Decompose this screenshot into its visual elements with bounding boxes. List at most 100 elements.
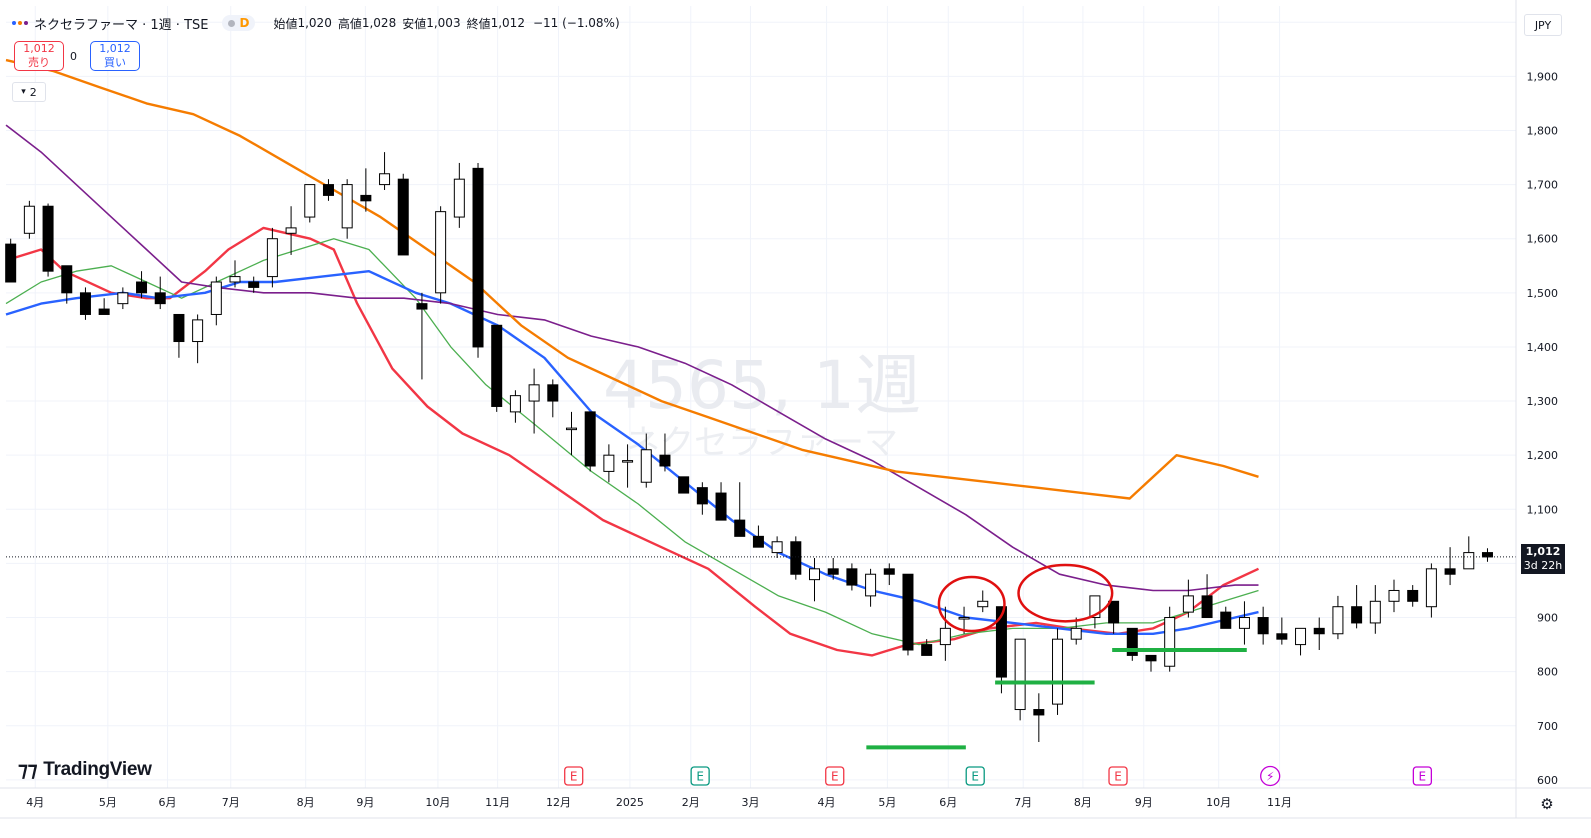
x-tick-label: 6月 (159, 796, 177, 809)
moving-average-line (5, 124, 1259, 592)
candle-body (472, 167, 484, 348)
candle-body (304, 184, 316, 218)
y-tick-label: 1,400 (1527, 341, 1559, 354)
watermark-symbol: 4565, 1週 (603, 347, 921, 424)
candle-body (360, 194, 372, 202)
candle-body (79, 292, 91, 315)
sell-price: 1,012 (23, 42, 55, 55)
bar-countdown: 3d 22h (1523, 559, 1563, 572)
candle-body (117, 292, 129, 305)
x-tick-label: 2月 (682, 796, 700, 809)
candle-body (809, 568, 821, 581)
candle-body (547, 384, 559, 402)
y-tick-label: 800 (1537, 666, 1558, 679)
buy-price: 1,012 (99, 42, 131, 55)
candle-body (1481, 552, 1493, 558)
earnings-icon (825, 766, 845, 786)
candle-body (42, 205, 54, 272)
earnings-letter: E (971, 770, 979, 784)
candle-body (1238, 617, 1250, 629)
currency-button[interactable]: JPY (1524, 14, 1562, 36)
candle-body (565, 427, 577, 431)
y-tick-label: 1,500 (1527, 287, 1559, 300)
candle-body (192, 319, 204, 343)
candle-body (1463, 552, 1475, 570)
candle-body (435, 211, 447, 294)
earnings-icon (564, 766, 584, 786)
candle-body (453, 178, 465, 218)
x-tick-label: 8月 (297, 796, 315, 809)
candle-body (640, 449, 652, 483)
candle-body (379, 173, 391, 186)
candle-body (416, 303, 428, 310)
earnings-letter: E (1419, 770, 1427, 784)
candle-body (1313, 627, 1325, 635)
x-tick-label: 7月 (222, 796, 240, 809)
high-value: 1,028 (361, 16, 397, 30)
candle-body (136, 281, 148, 294)
x-tick-label: 11月 (1267, 796, 1292, 809)
y-tick-label: 600 (1537, 774, 1558, 787)
earnings-icon (1108, 766, 1128, 786)
x-tick-label: 6月 (939, 796, 957, 809)
earnings-icon (965, 766, 985, 786)
y-tick-label: 1,200 (1527, 449, 1559, 462)
candle-body (285, 227, 297, 234)
candle-body (696, 487, 708, 505)
y-tick-label: 1,300 (1527, 395, 1559, 408)
x-tick-label: 5月 (99, 796, 117, 809)
data-status-badge[interactable]: D (222, 15, 256, 31)
close-label: 終値 (466, 16, 491, 31)
candle-body (1295, 627, 1307, 646)
candle-body (939, 627, 951, 646)
y-tick-label: 1,900 (1527, 70, 1559, 83)
candle-body (1108, 600, 1120, 624)
low-value: 1,003 (426, 16, 461, 30)
tradingview-logo[interactable]: ⁊⁊ TradingView (18, 757, 152, 782)
y-tick-label: 900 (1537, 612, 1558, 625)
candle-body (902, 573, 914, 651)
candle-body (397, 178, 409, 256)
candle-body (5, 243, 17, 283)
indicators-toggle-button[interactable]: ▾ 2 (12, 82, 46, 102)
y-tick-label: 1,700 (1527, 179, 1559, 192)
candle-body (98, 308, 110, 315)
data-badge-label: D (239, 16, 250, 30)
candle-body (61, 265, 73, 294)
candle-body (1182, 595, 1194, 613)
low-label: 安値 (402, 16, 427, 31)
candle-body (1126, 627, 1138, 656)
earnings-icon (1412, 766, 1433, 786)
x-tick-label: 11月 (485, 796, 510, 809)
candle-body (622, 460, 634, 463)
last-price-value: 1,012 (1525, 545, 1561, 558)
x-tick-label: 2025 (616, 796, 644, 809)
candle-body (1052, 638, 1064, 705)
earnings-letter: E (696, 770, 704, 784)
moving-average-line (5, 226, 1260, 657)
y-tick-label: 1,100 (1527, 503, 1559, 516)
last-price-label: 1,012 3d 22h (1521, 544, 1565, 574)
x-tick-label: 8月 (1074, 796, 1092, 809)
candle-body (603, 454, 615, 472)
candle-body (1444, 568, 1456, 575)
buy-button[interactable]: 1,012 買い (90, 41, 140, 71)
candle-body (771, 541, 783, 554)
candle-body (1033, 709, 1045, 716)
symbol-title[interactable]: ネクセラファーマ · 1週 · TSE (34, 17, 209, 33)
candle-body (958, 617, 970, 620)
candle-body (1276, 633, 1288, 640)
candle-body (1351, 606, 1363, 624)
candle-body (210, 281, 222, 315)
candle-body (509, 395, 521, 413)
gear-icon[interactable]: ⚙ (1540, 795, 1554, 813)
candle-body (1257, 617, 1269, 635)
dividend-icon (1260, 765, 1281, 787)
candle-body (322, 184, 334, 196)
sell-button[interactable]: 1,012 売り (14, 41, 64, 71)
earnings-letter: E (570, 770, 578, 784)
candle-body (827, 568, 839, 575)
buy-label: 買い (104, 56, 126, 69)
candle-body (865, 573, 877, 597)
